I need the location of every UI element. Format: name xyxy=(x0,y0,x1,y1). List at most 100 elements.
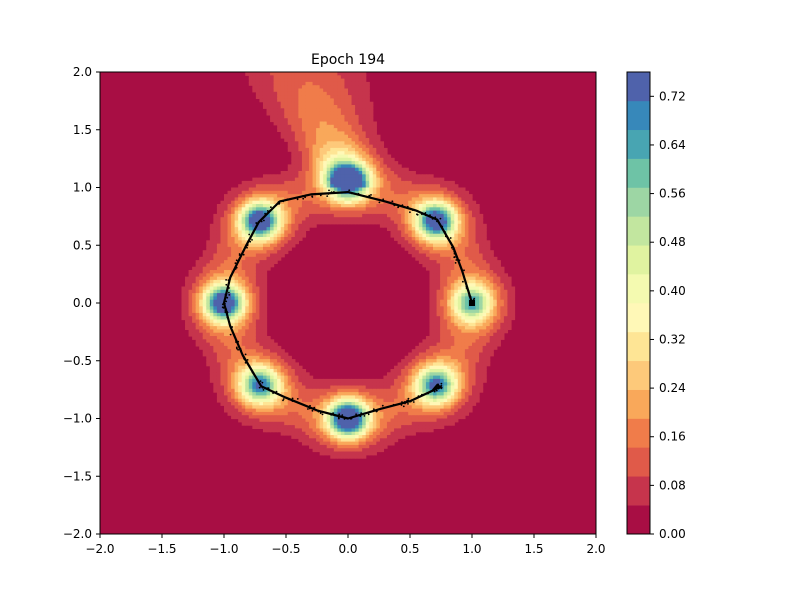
contour-cell xyxy=(298,95,303,99)
contour-cell xyxy=(312,164,317,169)
contour-cell xyxy=(192,332,197,337)
contour-cell xyxy=(340,194,346,198)
contour-cell xyxy=(404,187,409,192)
contour-cell xyxy=(266,98,271,103)
contour-cell xyxy=(262,411,268,416)
contour-cell xyxy=(280,131,285,136)
contour-cell xyxy=(408,425,413,429)
contour-cell xyxy=(294,431,299,436)
contour-cell xyxy=(298,147,303,152)
contour-cell xyxy=(450,180,455,185)
contour-cell xyxy=(369,190,374,195)
contour-cell xyxy=(319,154,324,159)
contour-cell xyxy=(415,174,420,179)
contour-cell xyxy=(287,375,292,380)
contour-cell xyxy=(245,233,250,238)
contour-cell xyxy=(340,177,346,182)
contour-cell xyxy=(231,415,236,420)
contour-cell xyxy=(241,197,246,202)
contour-cell xyxy=(348,72,353,76)
contour-cell xyxy=(216,243,222,248)
contour-cell xyxy=(270,194,275,198)
contour-cell xyxy=(337,161,342,165)
contour-cell xyxy=(362,78,367,83)
contour-cell xyxy=(262,375,268,380)
contour-cell xyxy=(245,237,250,241)
contour-cell xyxy=(216,246,222,251)
contour-cell xyxy=(401,378,406,383)
contour-cell xyxy=(287,184,292,189)
contour-cell xyxy=(291,415,296,420)
contour-cell xyxy=(429,392,434,396)
contour-cell xyxy=(305,144,310,149)
contour-cell xyxy=(220,223,225,228)
contour-cell xyxy=(323,200,328,205)
contour-cell xyxy=(401,375,406,380)
contour-cell xyxy=(383,171,388,175)
contour-cell xyxy=(248,263,253,268)
contour-cell xyxy=(213,227,218,231)
contour-cell xyxy=(358,141,363,146)
contour-cell xyxy=(227,243,232,248)
contour-cell xyxy=(369,428,374,433)
contour-cell xyxy=(404,230,409,235)
contour-cell xyxy=(199,289,204,294)
contour-cell xyxy=(440,286,445,291)
contour-cell xyxy=(273,190,278,195)
contour-cell xyxy=(372,425,377,429)
contour-cell xyxy=(202,256,207,261)
contour-cell xyxy=(294,204,299,208)
contour-cell xyxy=(206,253,211,258)
contour-cell xyxy=(270,174,275,179)
contour-cell xyxy=(312,217,317,222)
contour-cell xyxy=(213,263,218,268)
contour-cell xyxy=(365,382,370,387)
contour-cell xyxy=(379,197,385,202)
contour-cell xyxy=(185,309,190,314)
contour-cell xyxy=(227,392,232,396)
contour-cell xyxy=(284,121,289,126)
contour-cell xyxy=(457,365,462,370)
contour-cell xyxy=(365,177,370,182)
contour-cell xyxy=(298,385,303,390)
contour-cell xyxy=(390,190,395,195)
contour-cell xyxy=(404,402,409,406)
contour-cell xyxy=(273,243,278,248)
contour-cell xyxy=(433,421,438,426)
contour-cell xyxy=(404,171,409,175)
contour-cell xyxy=(241,411,246,416)
contour-cell xyxy=(369,415,374,420)
contour-cell xyxy=(238,339,243,344)
contour-cell xyxy=(457,233,462,238)
contour-cell xyxy=(447,253,452,258)
contour-cell xyxy=(227,194,232,198)
contour-cell xyxy=(231,405,236,410)
contour-cell xyxy=(284,174,289,179)
contour-cell xyxy=(213,283,218,288)
contour-cell xyxy=(351,398,356,403)
contour-cell xyxy=(344,438,349,443)
contour-cell xyxy=(429,240,434,245)
contour-cell xyxy=(355,213,360,218)
contour-cell xyxy=(301,435,307,439)
contour-cell xyxy=(372,138,377,142)
contour-cell xyxy=(316,207,321,212)
contour-cell xyxy=(181,289,186,294)
contour-cell xyxy=(340,217,346,222)
contour-cell xyxy=(330,144,335,149)
contour-cell xyxy=(284,243,289,248)
contour-cell xyxy=(202,286,207,291)
contour-cell xyxy=(397,385,402,390)
contour-cell xyxy=(248,250,253,255)
contour-cell xyxy=(298,85,303,90)
contour-cell xyxy=(362,454,367,459)
contour-cell xyxy=(358,448,363,453)
contour-cell xyxy=(358,91,363,96)
contour-cell xyxy=(323,118,328,123)
contour-cell xyxy=(245,319,250,324)
contour-cell xyxy=(294,382,299,387)
contour-cell xyxy=(234,326,239,330)
contour-cell xyxy=(344,408,349,413)
contour-cell xyxy=(192,276,197,281)
contour-cell xyxy=(273,184,278,189)
